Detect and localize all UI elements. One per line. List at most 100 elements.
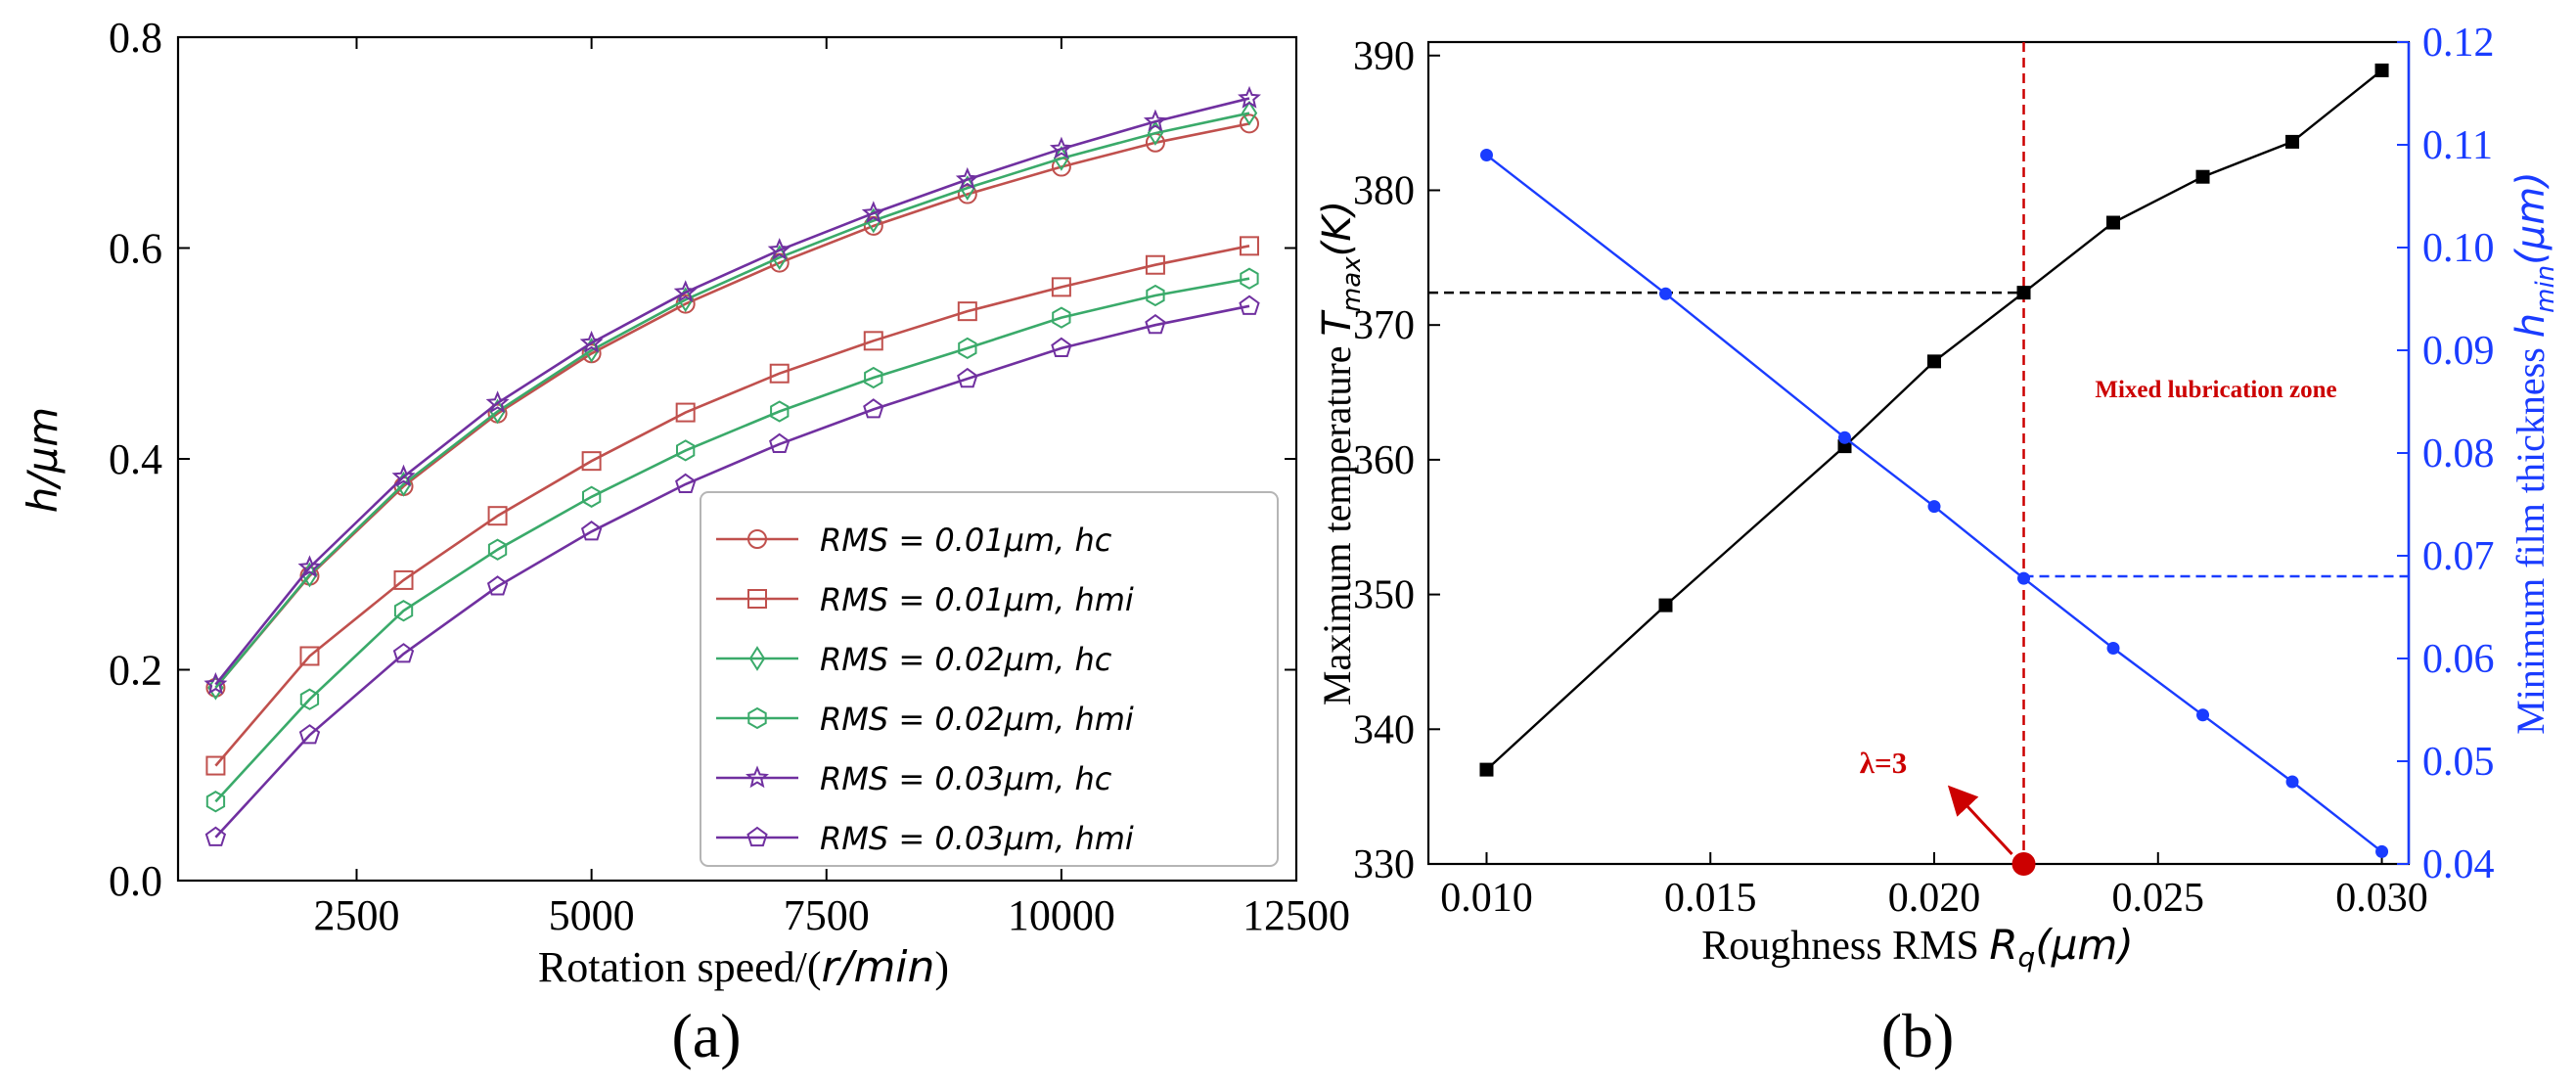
series-line [1485, 68, 2383, 771]
legend-marker [747, 589, 767, 609]
panel-b-annotations [1428, 42, 2409, 876]
legend-marker [746, 826, 768, 847]
legend-marker [747, 529, 767, 549]
data-point [2285, 134, 2300, 149]
series-5 [203, 85, 1261, 695]
panel-b: 0.010 0.015 0.020 0.025 0.030 330 340 350 360 370… [1315, 21, 2560, 1070]
data-point [298, 724, 321, 745]
left-y-tick-label: 340 [1353, 707, 1415, 752]
panel-a-y-axis-label: h/μm [19, 407, 67, 513]
data-point [1239, 295, 1260, 315]
data-point [1239, 113, 1259, 134]
series-min-film-thickness [1479, 149, 2389, 858]
data-point [1240, 267, 1259, 290]
data-point [299, 688, 320, 710]
right-y-tick-label: 0.12 [2422, 21, 2495, 66]
right-y-tick-label: 0.09 [2422, 329, 2495, 374]
data-point [2016, 286, 2031, 300]
data-point [675, 473, 697, 493]
x-tick-label: 0.015 [1664, 876, 1757, 921]
legend-marker [746, 765, 769, 789]
data-point [1238, 85, 1261, 109]
data-point [1143, 109, 1167, 132]
legend-label: RMS = 0.02μm, hmi [820, 701, 1134, 738]
legend-box [700, 491, 1279, 867]
right-y-tick-label: 0.04 [2422, 842, 2495, 887]
data-point [1658, 598, 1673, 613]
series-line [214, 112, 1250, 689]
data-point [582, 485, 602, 508]
panel-b-x-axis-label: Roughness RMS Rq(μm) [1701, 921, 2133, 974]
panel-a-legend: RMS = 0.01μm, hc RMS = 0.01μm, hmi RMS = 0… [700, 491, 1279, 867]
data-point [955, 166, 979, 190]
data-point [485, 390, 510, 414]
data-point [769, 363, 790, 384]
y-tick-label: 0.6 [109, 225, 162, 273]
data-point [203, 672, 228, 695]
legend-entry: RMS = 0.03μm, hmi [716, 820, 1134, 857]
data-point [1479, 762, 1494, 777]
data-point [487, 506, 508, 526]
x-tick-label: 0.010 [1440, 876, 1533, 921]
data-point [1145, 254, 1165, 275]
data-point [1051, 337, 1072, 357]
legend-label: RMS = 0.01μm, hmi [820, 581, 1134, 618]
data-point [1145, 313, 1166, 335]
data-point [958, 337, 977, 360]
right-y-tick-label: 0.08 [2422, 431, 2495, 476]
data-point [205, 791, 226, 813]
panel-b-caption: (b) [1881, 1001, 1955, 1070]
y-tick-label: 0.0 [109, 857, 162, 905]
series-line [214, 97, 1250, 686]
data-point [205, 755, 226, 776]
panel-b-plot-area [1426, 40, 2411, 866]
left-y-tick-label: 360 [1353, 438, 1415, 483]
data-point [207, 674, 224, 701]
panel-b-right-y-axis-label: Minimum film thickness hmin(μm) [2508, 171, 2560, 735]
series-line [214, 277, 1250, 803]
panel-a: 2500 5000 7500 10000 12500 0.0 0.2 0.4 0.6 0.8 RM… [19, 14, 1350, 1070]
data-point [957, 301, 977, 322]
data-point [581, 451, 602, 472]
data-point [1052, 306, 1071, 329]
legend-entry: RMS = 0.02μm, hc [716, 641, 1112, 678]
data-point [580, 521, 603, 541]
lambda-label: λ=3 [1860, 746, 1907, 780]
data-point [863, 331, 883, 351]
right-y-tick-label: 0.10 [2422, 226, 2495, 271]
series-line [214, 304, 1250, 839]
y-tick-label: 0.2 [109, 647, 162, 695]
data-point [579, 330, 604, 353]
left-y-tick-label: 370 [1353, 303, 1415, 348]
x-tick-label: 10000 [1008, 891, 1115, 939]
data-point [205, 677, 226, 698]
data-point [2017, 571, 2031, 585]
data-point [392, 643, 415, 663]
data-point [393, 569, 414, 590]
panel-a-x-axis-label: Rotation speed/(r/min) [538, 942, 949, 992]
panel-a-caption: (a) [671, 1001, 741, 1070]
x-tick-label: 2500 [313, 891, 399, 939]
legend-label: RMS = 0.03μm, hc [820, 760, 1112, 797]
panel-a-ticks: 2500 5000 7500 10000 12500 0.0 0.2 0.4 0.6 0.8 [109, 14, 1350, 939]
data-point [770, 400, 790, 423]
data-point [957, 367, 978, 388]
data-point [2374, 63, 2389, 77]
data-point [769, 432, 791, 453]
series-6 [204, 295, 1260, 846]
data-point [676, 439, 696, 462]
data-point [957, 184, 977, 204]
legend-entry: RMS = 0.01μm, hc [716, 522, 1112, 559]
x-tick-label: 5000 [549, 891, 635, 939]
data-point [767, 238, 791, 260]
legend-label: RMS = 0.02μm, hc [820, 641, 1112, 678]
data-point [1927, 354, 1942, 369]
x-tick-label: 12500 [1243, 891, 1350, 939]
legend-label: RMS = 0.03μm, hmi [820, 820, 1134, 857]
series-max-temperature [1479, 63, 2389, 777]
data-point [2195, 169, 2210, 184]
data-point [2106, 215, 2121, 230]
data-point [204, 826, 227, 846]
x-tick-label: 7500 [784, 891, 870, 939]
data-point [1241, 100, 1258, 126]
